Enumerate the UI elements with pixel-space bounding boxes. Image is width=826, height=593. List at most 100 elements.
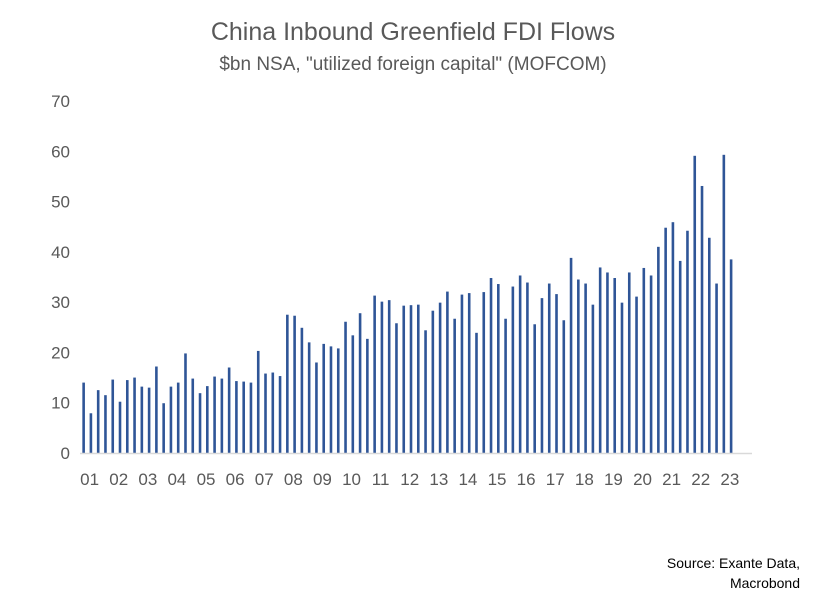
- bar: [300, 327, 304, 453]
- bar: [387, 300, 391, 453]
- bar: [504, 318, 507, 453]
- y-tick-label: 60: [51, 142, 70, 161]
- bar: [569, 257, 573, 453]
- bar: [227, 367, 231, 453]
- bar: [286, 314, 289, 453]
- bar: [497, 284, 500, 453]
- x-tick-label: 04: [167, 470, 186, 489]
- x-tick-label: 15: [488, 470, 507, 489]
- bar: [409, 305, 413, 453]
- bar: [664, 227, 667, 453]
- x-tick-label: 05: [197, 470, 216, 489]
- bar: [467, 293, 471, 453]
- bar: [729, 259, 733, 453]
- y-tick-label: 20: [51, 343, 70, 362]
- bar: [562, 320, 566, 453]
- bar: [671, 222, 675, 453]
- bar: [489, 278, 493, 453]
- source-note: Source: Exante Data, Macrobond: [667, 553, 800, 593]
- bar: [235, 381, 238, 453]
- bar: [380, 301, 384, 453]
- bar: [715, 283, 718, 453]
- bar: [620, 302, 624, 453]
- bar: [475, 332, 478, 453]
- bar: [606, 272, 609, 453]
- bar: [598, 267, 602, 453]
- bar: [256, 350, 260, 453]
- bar: [329, 346, 333, 453]
- bar: [700, 185, 704, 454]
- x-tick-label: 20: [633, 470, 652, 489]
- x-tick-label: 18: [575, 470, 594, 489]
- bar: [264, 373, 267, 453]
- bar: [395, 323, 398, 453]
- bar: [169, 386, 173, 453]
- x-tick-label: 11: [372, 470, 390, 489]
- bar: [206, 386, 209, 453]
- bar: [547, 283, 551, 453]
- bar: [191, 378, 195, 453]
- x-tick-label: 08: [284, 470, 303, 489]
- bar: [649, 275, 653, 453]
- y-tick-label: 40: [51, 243, 70, 262]
- bar: [133, 377, 136, 453]
- bar: [366, 338, 369, 453]
- x-tick-label: 14: [458, 470, 477, 489]
- bar: [358, 313, 362, 453]
- x-tick-label: 17: [546, 470, 565, 489]
- x-axis-tick-labels: 01 02 03 04 05 06 07 08 09 10 11 12 13 14 15 16 17 18 19 20…: [80, 470, 739, 489]
- x-tick-label: 03: [138, 470, 157, 489]
- bar: [584, 283, 587, 453]
- x-tick-label: 19: [604, 470, 623, 489]
- bar: [176, 382, 180, 453]
- x-tick-label: 13: [429, 470, 448, 489]
- bar: [336, 348, 340, 453]
- bar: [293, 315, 296, 453]
- chart-subtitle: $bn NSA, "utilized foreign capital" (MOF…: [219, 54, 607, 75]
- bar: [453, 318, 456, 453]
- x-tick-label: 07: [255, 470, 274, 489]
- bar: [693, 155, 697, 453]
- bar: [89, 413, 93, 453]
- x-tick-label: 10: [342, 470, 361, 489]
- bar: [162, 403, 165, 453]
- bar: [482, 292, 486, 453]
- bar: [424, 330, 427, 453]
- bar: [438, 302, 442, 453]
- bar: [722, 154, 726, 453]
- bar: [642, 267, 646, 453]
- bar: [322, 343, 326, 453]
- bar: [431, 310, 435, 453]
- bar: [271, 372, 275, 453]
- bar: [373, 295, 376, 453]
- bar: [82, 382, 85, 453]
- y-tick-label: 30: [51, 293, 70, 312]
- bar: [591, 304, 595, 453]
- bar: [540, 298, 544, 453]
- bar: [707, 237, 711, 453]
- bar: [555, 294, 558, 453]
- y-tick-label: 10: [51, 394, 70, 413]
- bar: [635, 296, 638, 453]
- bar: [344, 321, 347, 453]
- bar: [402, 305, 406, 453]
- y-axis-tick-labels: 0 10 20 30 40 50 60 70: [51, 92, 70, 463]
- bar: [351, 335, 355, 453]
- bar: [184, 353, 187, 453]
- bar-series: [82, 154, 733, 454]
- x-tick-label: 02: [109, 470, 128, 489]
- bar: [533, 324, 536, 453]
- bar: [155, 366, 158, 453]
- bar: [96, 390, 100, 453]
- bar: [657, 246, 660, 453]
- bar: [307, 342, 311, 453]
- x-tick-label: 21: [662, 470, 681, 489]
- bar: [278, 376, 282, 453]
- bar: [242, 381, 245, 453]
- chart-title: China Inbound Greenfield FDI Flows: [210, 18, 616, 46]
- x-tick-label: 01: [80, 470, 99, 489]
- y-tick-label: 0: [61, 444, 70, 463]
- x-tick-label: 09: [313, 470, 332, 489]
- bar: [577, 279, 580, 453]
- bar: [118, 401, 122, 453]
